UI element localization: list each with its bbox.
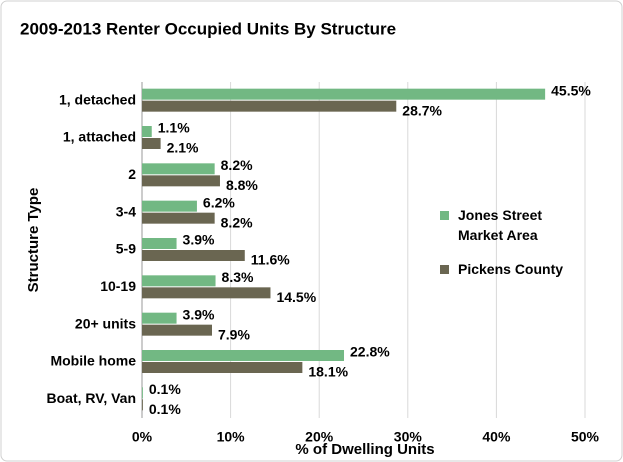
legend-item: Jones Street Market Area (440, 205, 590, 245)
y-tick-label: 1, detached (59, 91, 136, 107)
x-tick-label: 0% (132, 429, 153, 445)
y-tick-label: 5-9 (116, 241, 136, 257)
y-tick-label: Mobile home (50, 353, 136, 369)
x-tick-label: 10% (217, 429, 246, 445)
legend-swatch (440, 211, 449, 220)
bar (142, 275, 216, 287)
x-tick-label: 50% (571, 429, 600, 445)
y-tick-label: 20+ units (75, 315, 136, 331)
data-label: 18.1% (308, 364, 348, 380)
data-label: 8.8% (226, 177, 258, 193)
data-label: 11.6% (251, 252, 290, 268)
data-label: 8.3% (222, 269, 254, 285)
legend-label: Pickens County (458, 261, 564, 277)
data-label: 0.1% (149, 401, 181, 417)
bar (142, 287, 271, 299)
data-label: 1.1% (158, 120, 190, 136)
bar (142, 100, 397, 112)
y-tick-label: 3-4 (116, 203, 136, 219)
bar (142, 324, 212, 336)
data-label: 0.1% (149, 381, 181, 397)
legend-label: Jones Street Market Area (458, 207, 543, 243)
data-label: 8.2% (221, 157, 253, 173)
bar (142, 212, 215, 224)
y-tick-label: 2 (128, 166, 136, 182)
bar (142, 250, 245, 261)
bar (142, 362, 303, 373)
chart-title: 2009-2013 Renter Occupied Units By Struc… (20, 19, 396, 38)
bar (142, 312, 177, 324)
bar (142, 163, 215, 175)
bar (142, 238, 177, 249)
bar (142, 399, 143, 411)
bar (142, 350, 345, 361)
bar (142, 200, 197, 212)
legend: Jones Street Market Area Pickens County (440, 205, 590, 293)
y-axis-label: Structure Type (25, 188, 42, 293)
data-label: 7.9% (218, 326, 250, 342)
x-tick-label: 30% (394, 429, 423, 445)
data-label: 28.7% (402, 102, 442, 118)
data-label: 45.5% (551, 82, 591, 98)
bar (142, 387, 143, 399)
data-label: 22.8% (350, 344, 390, 360)
data-label: 8.2% (221, 214, 253, 230)
bar (142, 175, 220, 187)
data-label: 3.9% (183, 306, 215, 322)
y-tick-label: 1, attached (63, 129, 136, 145)
bar (142, 126, 152, 137)
x-axis-label: % of Dwelling Units (295, 441, 434, 458)
y-tick-label: 10-19 (100, 278, 136, 294)
x-tick-label: 20% (305, 429, 334, 445)
legend-swatch (440, 265, 449, 274)
data-label: 14.5% (276, 289, 316, 305)
data-label: 6.2% (203, 194, 235, 210)
bar (142, 138, 161, 149)
bar (142, 88, 546, 100)
y-tick-label: Boat, RV, Van (47, 390, 136, 406)
data-label: 3.9% (183, 232, 215, 248)
data-label: 2.1% (167, 140, 199, 156)
x-tick-label: 40% (482, 429, 511, 445)
legend-item: Pickens County (440, 259, 590, 279)
